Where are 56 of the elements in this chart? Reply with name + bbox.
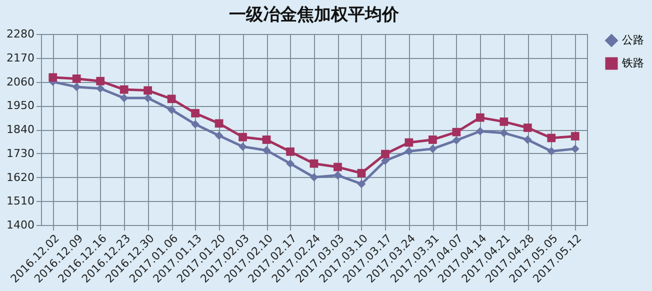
- point: [404, 147, 414, 156]
- y-tick-label: 1950: [6, 99, 34, 112]
- point: [120, 85, 128, 94]
- legend-label: 公路: [622, 34, 644, 46]
- point: [570, 144, 580, 153]
- point: [262, 146, 271, 155]
- point: [167, 94, 176, 104]
- y-tick-label: 1840: [6, 123, 34, 136]
- point: [191, 120, 200, 128]
- point: [144, 86, 152, 95]
- point: [381, 150, 390, 158]
- point: [452, 136, 461, 145]
- point: [167, 106, 176, 114]
- point: [286, 147, 294, 156]
- point: [428, 144, 437, 153]
- point: [476, 127, 484, 136]
- point: [48, 73, 58, 82]
- point: [310, 173, 318, 182]
- y-tick-label: 1510: [6, 194, 34, 208]
- point: [214, 119, 224, 128]
- point: [523, 136, 532, 144]
- point: [72, 82, 81, 92]
- point: [357, 180, 366, 188]
- point: [500, 128, 508, 138]
- point: [72, 74, 81, 83]
- point: [144, 94, 152, 102]
- legend-label: 铁路: [621, 56, 644, 70]
- y-tick-label: 2280: [6, 28, 34, 40]
- point: [96, 84, 105, 93]
- y-tick-label: 2060: [6, 75, 34, 88]
- point: [238, 132, 247, 142]
- point: [357, 168, 366, 178]
- point: [452, 128, 461, 136]
- y-tick-label: 1620: [6, 170, 34, 184]
- point: [120, 94, 128, 102]
- point: [262, 136, 271, 144]
- y-tick-label: 2170: [6, 51, 34, 64]
- y-tick-label: 1730: [6, 146, 34, 160]
- chart-title: 一级冶金焦加权平均价: [229, 5, 400, 25]
- point: [570, 132, 580, 140]
- point: [547, 147, 556, 156]
- point: [523, 124, 532, 132]
- point: [191, 109, 200, 118]
- point: [500, 118, 508, 126]
- point: [334, 171, 342, 180]
- point: [334, 162, 342, 172]
- point: [96, 76, 105, 86]
- point: [310, 159, 318, 168]
- point: [547, 134, 556, 142]
- point: [404, 138, 414, 147]
- point: [428, 136, 437, 144]
- point: [286, 159, 294, 168]
- point: [476, 113, 484, 122]
- point: [214, 131, 224, 140]
- y-tick-label: 1400: [6, 218, 34, 232]
- point: [238, 142, 247, 151]
